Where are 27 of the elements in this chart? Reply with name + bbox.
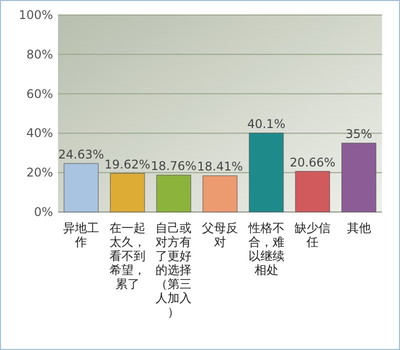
data-label: 40.1% [247, 117, 286, 132]
x-tick-label: 其他 [346, 221, 371, 235]
data-label: 18.76% [150, 159, 197, 174]
data-label: 18.41% [197, 160, 243, 174]
bar [110, 173, 145, 212]
bar [248, 132, 284, 212]
bar [64, 163, 99, 212]
y-tick-label: 40% [26, 126, 53, 140]
y-tick-label: 0% [34, 205, 53, 219]
x-tick-label: 自己或对方有了更好的选择（第三人加入） [156, 221, 192, 319]
data-label: 24.63% [58, 147, 104, 162]
bar [156, 174, 192, 212]
x-tick-label: 缺少信任 [294, 221, 331, 249]
x-tick-label: 在一起太久，看不到希望，累了 [109, 221, 146, 291]
bar [295, 171, 330, 212]
x-tick-label: 异地工作 [63, 221, 100, 249]
data-label: 19.62% [104, 157, 150, 172]
y-tick-label: 100% [18, 8, 53, 22]
x-tick-label: 性格不合，难以继续相处 [247, 221, 284, 277]
data-label: 20.66% [290, 155, 336, 170]
data-label: 35% [346, 127, 372, 142]
y-tick-label: 80% [26, 47, 53, 62]
y-tick-label: 60% [26, 86, 53, 101]
x-tick-label: 父母反对 [202, 221, 238, 249]
bar [202, 175, 238, 212]
y-tick-label: 20% [26, 166, 53, 180]
bar [341, 142, 376, 212]
